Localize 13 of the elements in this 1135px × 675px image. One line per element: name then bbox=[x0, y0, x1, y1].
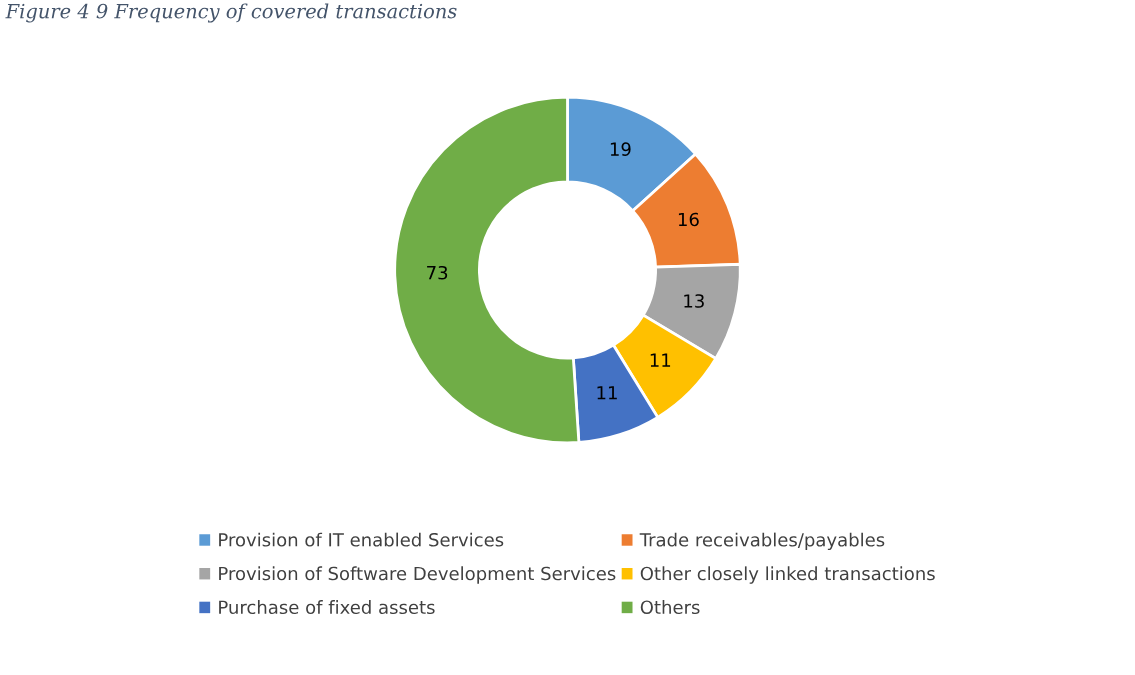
legend-label: Other closely linked transactions bbox=[640, 566, 935, 584]
data-label: 19 bbox=[610, 142, 631, 156]
data-label: 73 bbox=[427, 265, 448, 280]
chart-title: Figure 4 9 Frequency of covered transactions bbox=[5, 3, 457, 23]
legend-label: Trade receivables/payables bbox=[639, 532, 885, 551]
legend-label: Provision of IT enabled Services bbox=[219, 532, 504, 547]
data-label: 11 bbox=[650, 353, 671, 367]
legend-label: Others bbox=[640, 600, 700, 615]
legend-label: Provision of Software Development Services bbox=[219, 566, 616, 584]
data-label: 13 bbox=[684, 294, 704, 308]
data-label: 16 bbox=[678, 212, 699, 227]
legend-label: Purchase of fixed assets bbox=[219, 600, 435, 615]
data-label: 11 bbox=[597, 386, 617, 400]
